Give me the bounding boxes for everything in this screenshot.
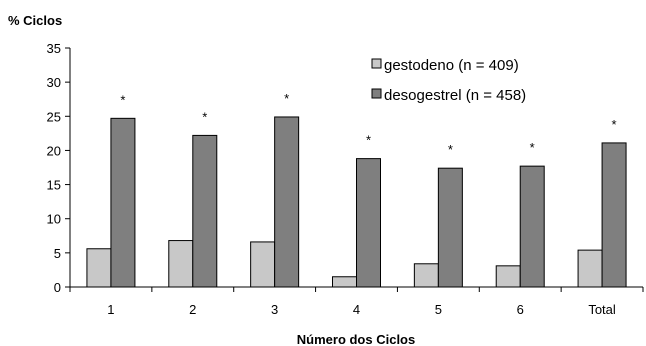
bar-gestodeno-3 <box>250 241 276 288</box>
y-axis: 0 5 10 15 20 25 30 35 <box>47 41 71 295</box>
significance-star: * <box>530 140 535 155</box>
bar-desogestrel-1 <box>110 117 136 288</box>
y-tick-label: 5 <box>54 246 61 261</box>
y-axis-title: % Ciclos <box>8 13 62 28</box>
bar-gestodeno-4 <box>332 276 357 288</box>
bar-gestodeno-2 <box>168 240 194 288</box>
significance-star: * <box>366 133 371 148</box>
bar-desogestrel-Total <box>601 142 627 288</box>
bar-desogestrel-3 <box>274 116 300 288</box>
bar-desogestrel-5 <box>437 167 463 288</box>
legend-label-gestodeno: gestodeno (n = 409) <box>384 57 519 74</box>
x-tick-label: 6 <box>517 302 524 317</box>
x-tick-label: 2 <box>189 302 196 317</box>
bars <box>86 116 627 288</box>
significance-markers: * * * * * * * <box>120 91 616 157</box>
significance-star: * <box>612 117 617 132</box>
x-tick-label: 4 <box>353 302 360 317</box>
significance-star: * <box>284 91 289 106</box>
bar-gestodeno-1 <box>86 248 112 288</box>
bar-gestodeno-6 <box>495 265 521 288</box>
bar-desogestrel-4 <box>356 158 381 288</box>
x-tick-label: 5 <box>435 302 442 317</box>
legend-swatch-desogestrel <box>371 88 382 99</box>
x-tick-label: 1 <box>107 302 114 317</box>
y-tick-label: 35 <box>47 41 61 56</box>
legend: gestodeno (n = 409) desogestrel (n = 458) <box>371 57 526 104</box>
y-tick-label: 0 <box>54 280 61 295</box>
x-axis: 1 2 3 4 5 6 Total <box>69 286 644 317</box>
legend-swatch-gestodeno <box>371 58 382 69</box>
significance-star: * <box>448 142 453 157</box>
legend-label-desogestrel: desogestrel (n = 458) <box>384 87 526 104</box>
x-tick-label: 3 <box>271 302 278 317</box>
y-tick-label: 25 <box>47 109 61 124</box>
y-tick-label: 10 <box>47 212 61 227</box>
bar-desogestrel-2 <box>192 134 218 288</box>
y-tick-label: 30 <box>47 75 61 90</box>
y-tick-label: 15 <box>47 178 61 193</box>
bar-desogestrel-6 <box>519 165 545 288</box>
bar-gestodeno-Total <box>577 249 603 288</box>
significance-star: * <box>202 109 207 124</box>
significance-star: * <box>120 92 125 107</box>
x-tick-label: Total <box>588 302 616 317</box>
x-axis-title: Número dos Ciclos <box>297 332 415 346</box>
bar-gestodeno-5 <box>413 263 439 288</box>
y-tick-label: 20 <box>47 143 61 158</box>
